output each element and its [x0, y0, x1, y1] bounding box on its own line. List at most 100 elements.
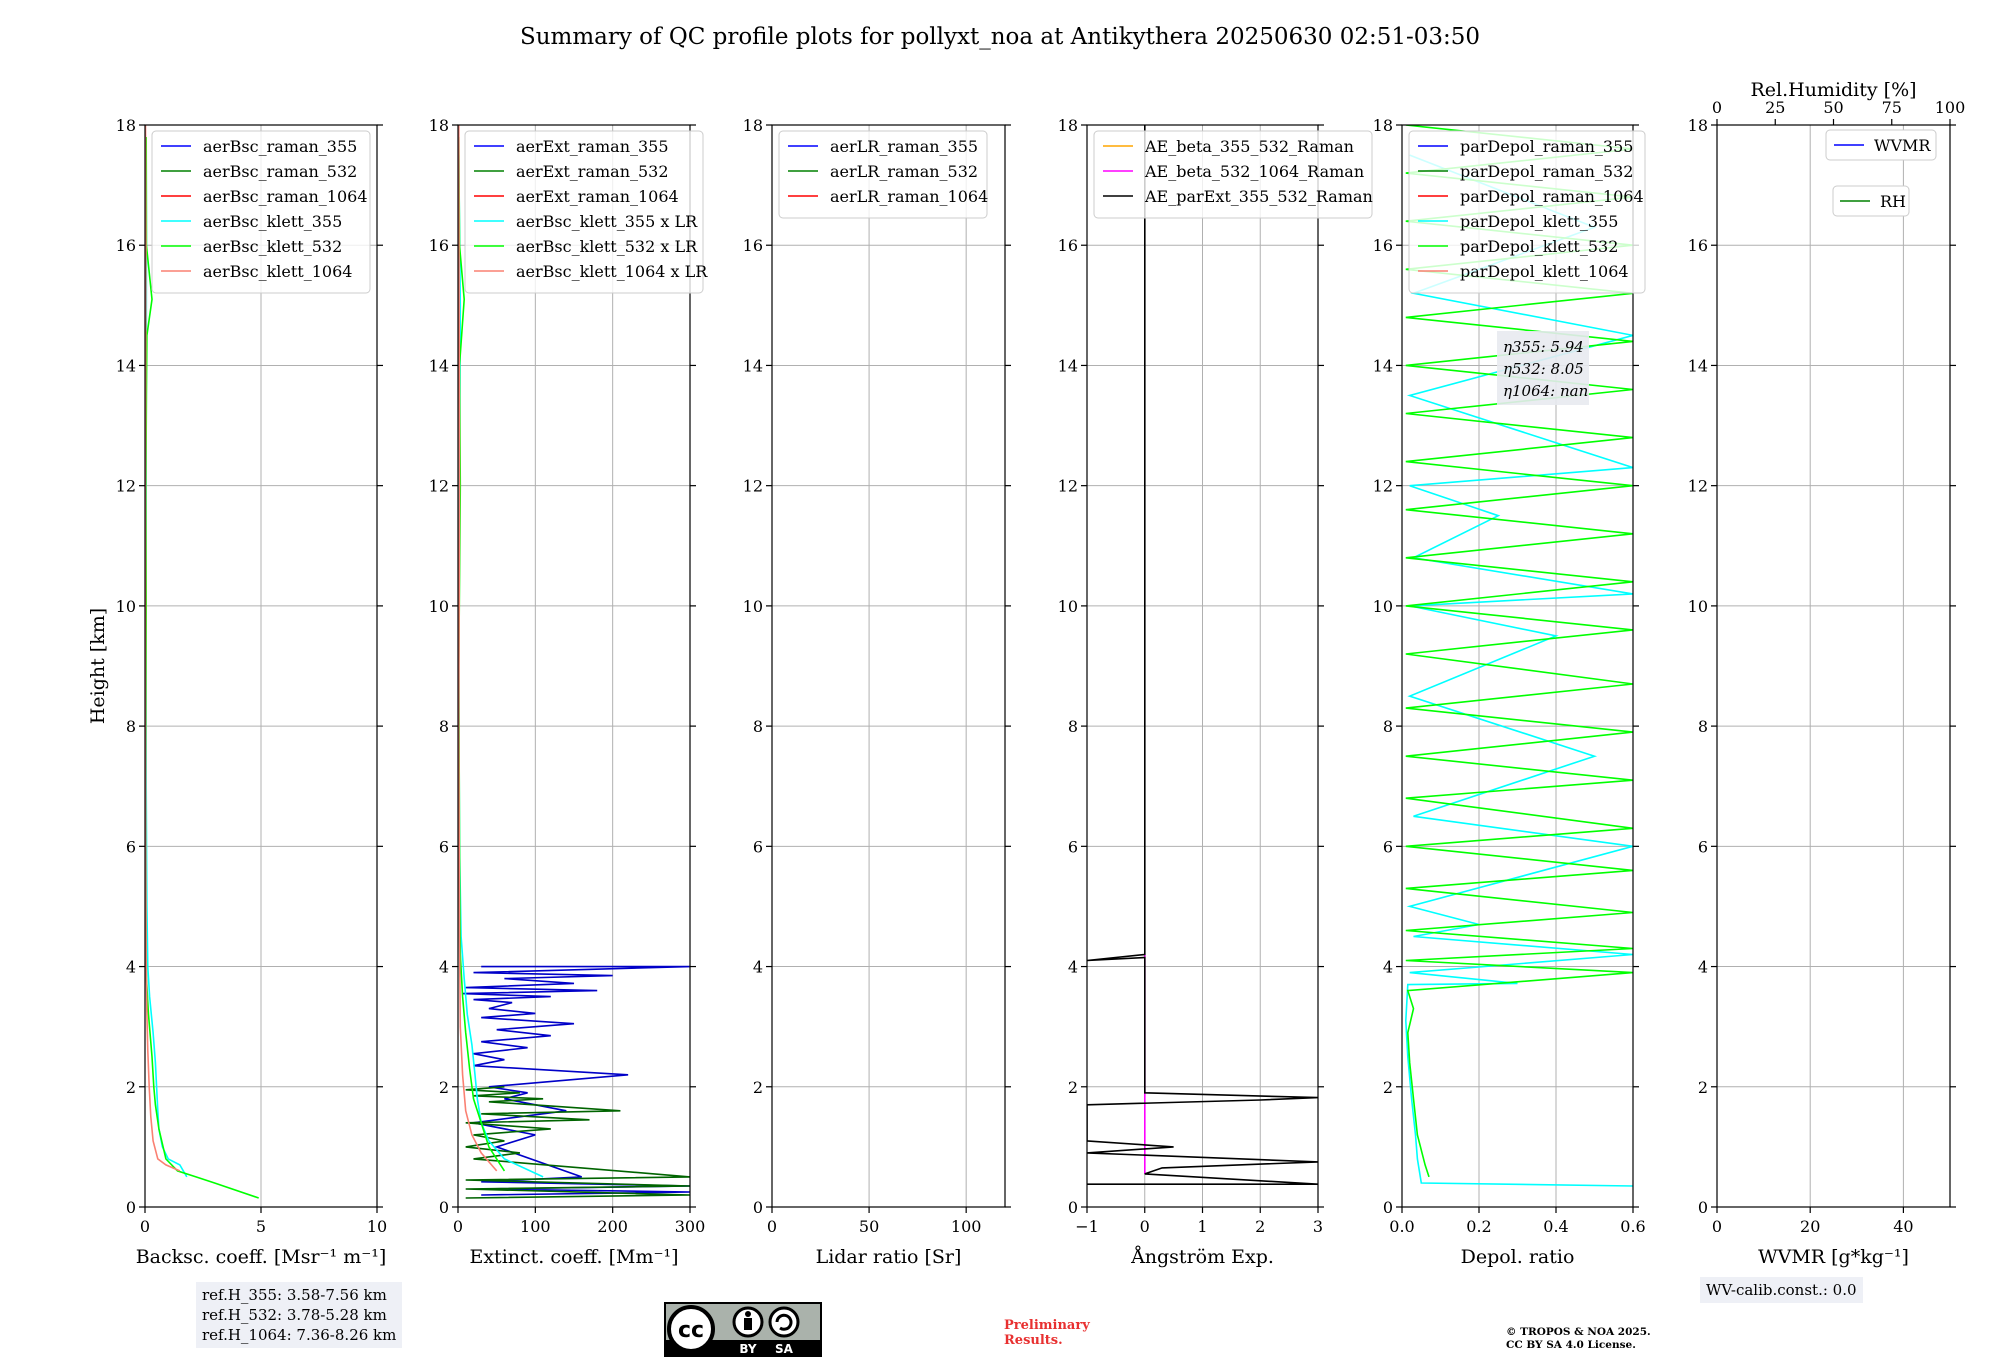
- y-tick-label: 18: [1373, 116, 1393, 135]
- axes-frame: [1716, 124, 1951, 1208]
- y-tick-label: 16: [1688, 236, 1708, 255]
- legend: aerExt_raman_355 aerExt_raman_532 aerExt_r…: [464, 130, 708, 294]
- legend-entry: parDepol_raman_355: [1460, 137, 1633, 156]
- wv-calibration-box: WV-calib.const.: 0.0: [1700, 1277, 1863, 1303]
- y-tick-label: 2: [126, 1078, 136, 1097]
- legend-box-rh: [1832, 185, 1910, 217]
- y-tick-label: 2: [1383, 1078, 1393, 1097]
- x2-tick-label: 75: [1882, 98, 1902, 117]
- y-tick-label: 14: [429, 356, 449, 375]
- legend-entry: aerBsc_klett_355 x LR: [516, 212, 698, 231]
- legend: aerLR_raman_355 aerLR_raman_532 aerLR_rama…: [778, 130, 988, 219]
- x2-tick-label: 25: [1765, 98, 1785, 117]
- y-tick-label: 16: [429, 236, 449, 255]
- legend-entry: parDepol_raman_1064: [1460, 187, 1644, 206]
- y-tick-label: 18: [743, 116, 763, 135]
- copyright-line-1: © TROPOS & NOA 2025.: [1506, 1326, 1651, 1338]
- y-axis-label: Height [km]: [87, 608, 109, 724]
- y-tick-label: 10: [1688, 597, 1708, 616]
- preliminary-line-1: Preliminary: [1004, 1318, 1090, 1333]
- legend-box: [778, 130, 988, 219]
- legend-entry: AE_beta_355_532_Raman: [1144, 137, 1354, 156]
- legend-entry: parDepol_raman_532: [1460, 162, 1633, 181]
- x-tick-label: 20: [1800, 1217, 1820, 1236]
- x-tick-label: 0.0: [1389, 1217, 1414, 1236]
- copyright-notice: © TROPOS & NOA 2025. CC BY SA 4.0 Licens…: [1506, 1326, 1651, 1352]
- preliminary-notice: Preliminary Results.: [1004, 1318, 1090, 1348]
- x-axis-label: Backsc. coeff. [Msr⁻¹ m⁻¹]: [136, 1246, 387, 1268]
- reference-heights-box: ref.H_355: 3.58-7.56 km ref.H_532: 3.78-…: [196, 1282, 403, 1348]
- x2-tick-label: 0: [1712, 98, 1722, 117]
- axes-frame: [1401, 124, 1634, 1208]
- x-tick-label: 3: [1313, 1217, 1323, 1236]
- x-tick-label: 50: [859, 1217, 879, 1236]
- x-tick-label: 0.2: [1466, 1217, 1491, 1236]
- series-group: [1087, 125, 1318, 1185]
- x-tick-label: 5: [256, 1217, 266, 1236]
- share-alike-icon: [768, 1306, 800, 1338]
- x2-tick-label: 100: [1935, 98, 1966, 117]
- y-tick-label: 4: [753, 958, 763, 977]
- y-tick-label: 12: [429, 477, 449, 496]
- y-tick-label: 16: [116, 236, 136, 255]
- wv-calibration-text: WV-calib.const.: 0.0: [1706, 1281, 1857, 1299]
- y-tick-label: 8: [126, 717, 136, 736]
- x-tick-label: 0: [1712, 1217, 1722, 1236]
- y-tick-label: 2: [1068, 1078, 1078, 1097]
- legend-entry: aerBsc_raman_355: [203, 137, 357, 156]
- y-tick-label: 0: [1383, 1198, 1393, 1217]
- chart-panel-2: 0 2 4 6 8 10 12 14 16 18 0 100 200 300 Extinct. coeff.…: [429, 116, 709, 1268]
- x-axis-label: Ångström Exp.: [1130, 1246, 1274, 1268]
- legend-entry: aerBsc_raman_532: [203, 162, 357, 181]
- x-axis-label: Lidar ratio [Sr]: [816, 1246, 962, 1268]
- y-tick-label: 14: [1058, 356, 1078, 375]
- y-tick-label: 0: [753, 1198, 763, 1217]
- x2-axis-label: Rel.Humidity [%]: [1750, 79, 1916, 101]
- series-line-ae-parext-355-532-raman: [1087, 125, 1318, 1185]
- series-group: [458, 125, 690, 1199]
- annotation-line: η1064: nan: [1503, 382, 1588, 400]
- y-tick-label: 6: [1698, 837, 1708, 856]
- legend-box: [464, 130, 704, 294]
- figure-title: Summary of QC profile plots for pollyxt_…: [520, 24, 1480, 50]
- series-line-aerbsc-klett-1064-x-lr: [458, 125, 498, 1172]
- y-tick-label: 12: [116, 477, 136, 496]
- annotation-line: η532: 8.05: [1503, 360, 1584, 378]
- y-tick-label: 8: [1698, 717, 1708, 736]
- y-tick-label: 6: [1383, 837, 1393, 856]
- series-group: [1404, 125, 1633, 1187]
- series-line-pardepol-klett-355: [1404, 154, 1633, 1187]
- y-tick-label: 10: [1058, 597, 1078, 616]
- x-tick-label: 0: [140, 1217, 150, 1236]
- y-tick-label: 8: [439, 717, 449, 736]
- eta-annotation: η355: 5.94 η532: 8.05 η1064: nan: [1497, 331, 1589, 405]
- legend-entry: aerBsc_klett_532 x LR: [516, 237, 698, 256]
- legend-entry: aerLR_raman_1064: [830, 187, 988, 206]
- legend-entry: parDepol_klett_355: [1460, 212, 1618, 231]
- annotation-line: η355: 5.94: [1503, 338, 1584, 356]
- series-line-aerext-raman-532: [465, 1086, 690, 1199]
- y-tick-label: 2: [753, 1078, 763, 1097]
- y-tick-label: 18: [1688, 116, 1708, 135]
- legend-entry: aerLR_raman_355: [830, 137, 978, 156]
- legend-entry: aerBsc_klett_532: [203, 237, 342, 256]
- x-tick-label: −1: [1075, 1217, 1099, 1236]
- legend-entry: WVMR: [1874, 136, 1931, 155]
- legend-entry: aerBsc_klett_355: [203, 212, 342, 231]
- series-line-pardepol-klett-532: [1405, 125, 1633, 1178]
- y-tick-label: 2: [1698, 1078, 1708, 1097]
- y-tick-label: 2: [439, 1078, 449, 1097]
- cc-by-sa-logo: cc BY SA: [664, 1302, 822, 1357]
- legend-entry: aerExt_raman_1064: [516, 187, 679, 206]
- y-tick-label: 0: [126, 1198, 136, 1217]
- legend-entry: AE_beta_532_1064_Raman: [1144, 162, 1364, 181]
- x-axis-label: Extinct. coeff. [Mm⁻¹]: [469, 1246, 678, 1268]
- y-tick-label: 10: [116, 597, 136, 616]
- chart-panel-1: 0 2 4 6 8 10 12 14 16 18 0 5 10 Backsc. coeff. [Msr⁻¹…: [87, 116, 387, 1268]
- preliminary-line-2: Results.: [1004, 1333, 1063, 1348]
- legend-entry: aerExt_raman_355: [516, 137, 669, 156]
- y-tick-label: 6: [753, 837, 763, 856]
- y-tick-label: 12: [743, 477, 763, 496]
